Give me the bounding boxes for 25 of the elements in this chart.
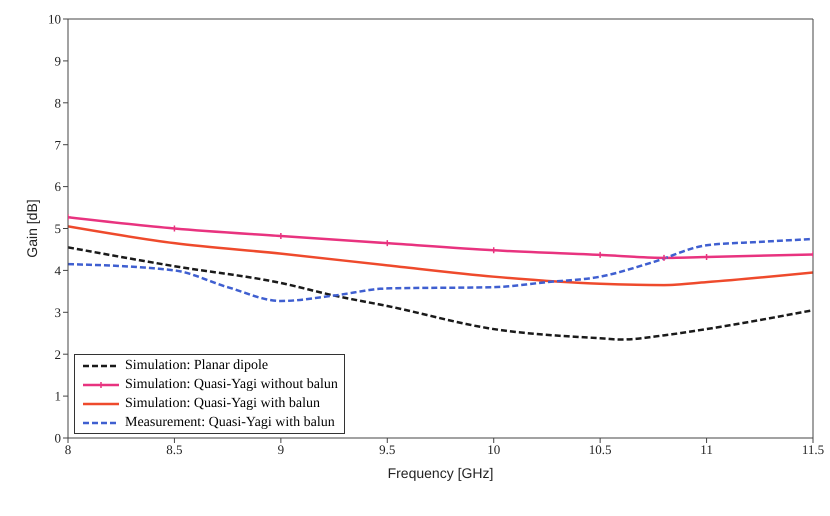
- x-tick-label: 11.5: [802, 442, 824, 458]
- y-axis-title: Gain [dB]: [24, 199, 40, 258]
- legend-label: Measurement: Quasi-Yagi with balun: [125, 414, 335, 430]
- legend-label: Simulation: Quasi-Yagi with balun: [125, 396, 320, 412]
- x-tick-label: 10: [487, 442, 500, 458]
- legend-label: Simulation: Quasi-Yagi without balun: [125, 376, 338, 392]
- y-tick-label: 8: [54, 95, 61, 110]
- x-tick-label: 8.5: [166, 442, 183, 458]
- x-tick-label: 10.5: [588, 442, 612, 458]
- y-tick-label: 5: [54, 221, 61, 236]
- x-tick-label: 9: [278, 442, 284, 458]
- y-tick-label: 1: [54, 388, 61, 404]
- x-tick-label: 8: [64, 442, 72, 458]
- y-tick-label: 2: [54, 346, 61, 362]
- y-tick-label: 10: [48, 12, 61, 27]
- y-tick-label: 7: [54, 137, 62, 152]
- y-tick-label: 0: [54, 430, 61, 446]
- y-tick-label: 6: [54, 179, 62, 194]
- y-tick-label: 9: [54, 54, 61, 69]
- legend-label: Simulation: Planar dipole: [125, 358, 268, 374]
- y-tick-label: 3: [54, 304, 61, 320]
- x-tick-label: 11: [700, 442, 713, 458]
- y-tick-label: 4: [54, 263, 62, 278]
- x-axis-title: Frequency [GHz]: [388, 465, 494, 481]
- x-tick-label: 9.5: [379, 442, 396, 458]
